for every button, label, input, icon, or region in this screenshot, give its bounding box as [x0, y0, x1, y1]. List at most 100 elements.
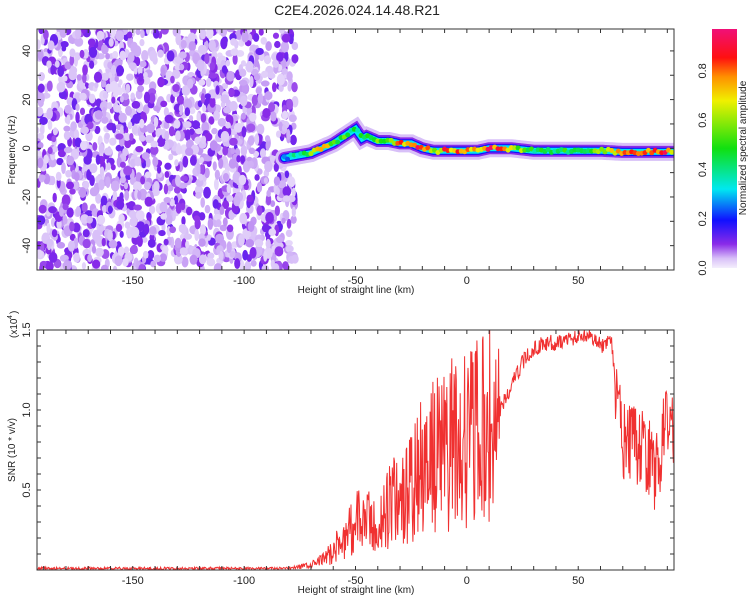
- noise-blob: [37, 106, 44, 117]
- noise-blob: [46, 222, 51, 234]
- noise-blob: [163, 238, 169, 246]
- noise-blob: [116, 199, 125, 210]
- snr-line: [37, 330, 674, 570]
- noise-blob: [112, 190, 118, 202]
- noise-blob: [173, 186, 181, 194]
- noise-blob: [196, 162, 201, 175]
- noise-blob: [82, 238, 91, 249]
- noise-blob: [37, 99, 44, 108]
- noise-blob: [246, 123, 256, 133]
- noise-blob: [37, 150, 43, 158]
- noise-blob: [285, 229, 293, 238]
- noise-blob: [175, 174, 181, 187]
- noise-blob: [66, 155, 75, 166]
- noise-blob: [270, 111, 277, 122]
- noise-blob: [148, 92, 156, 104]
- noise-blob: [87, 254, 93, 263]
- noise-blob: [142, 76, 151, 85]
- noise-blob: [185, 206, 193, 216]
- snr-x-tick-label: 0: [464, 575, 470, 587]
- noise-blob: [100, 195, 108, 208]
- noise-blob: [209, 140, 218, 151]
- noise-blob: [101, 72, 109, 81]
- noise-blob: [280, 41, 290, 53]
- noise-blob: [241, 126, 247, 138]
- noise-blob: [255, 47, 264, 56]
- noise-blob: [58, 75, 63, 84]
- noise-blob: [205, 77, 212, 87]
- noise-blob: [281, 67, 288, 75]
- noise-blob: [249, 246, 257, 259]
- noise-blob: [125, 105, 133, 116]
- noise-blob: [263, 177, 268, 184]
- noise-blob: [220, 131, 230, 143]
- noise-blob: [56, 157, 64, 166]
- noise-blob: [239, 260, 245, 270]
- noise-blob: [260, 80, 270, 87]
- snr-y-tick-label: 0.5: [21, 482, 33, 497]
- noise-blob: [62, 75, 68, 82]
- noise-blob: [75, 111, 80, 124]
- noise-blob: [170, 75, 175, 84]
- noise-blob: [260, 70, 269, 79]
- noise-blob: [247, 160, 254, 169]
- noise-blob: [237, 234, 245, 247]
- noise-blob: [62, 261, 72, 270]
- noise-blob: [285, 245, 294, 253]
- noise-blob: [175, 202, 182, 214]
- noise-blob: [241, 30, 249, 43]
- noise-blob: [150, 260, 157, 268]
- noise-blob: [50, 64, 55, 76]
- noise-blob: [49, 175, 56, 186]
- noise-blob: [141, 152, 150, 160]
- noise-blob: [37, 249, 43, 259]
- noise-blob: [163, 183, 169, 195]
- noise-blob: [148, 205, 156, 214]
- noise-blob: [246, 194, 254, 203]
- spectrogram-y-tick-label: 40: [21, 45, 33, 57]
- noise-blob: [119, 50, 127, 61]
- noise-blob: [38, 72, 45, 82]
- spectrogram-x-tick-label: -50: [348, 275, 364, 287]
- noise-blob: [183, 233, 193, 240]
- noise-blob: [122, 257, 129, 267]
- noise-blob: [117, 246, 125, 256]
- noise-blob: [198, 173, 204, 181]
- noise-blob: [167, 184, 174, 192]
- noise-blob: [108, 37, 114, 47]
- noise-blob: [188, 115, 194, 122]
- noise-blob: [73, 129, 80, 141]
- noise-blob: [226, 224, 234, 233]
- noise-blob: [195, 178, 204, 187]
- noise-blob: [186, 78, 194, 89]
- noise-blob: [81, 262, 87, 270]
- noise-blob: [201, 121, 210, 133]
- noise-blob: [261, 265, 270, 270]
- noise-blob: [247, 135, 255, 146]
- noise-blob: [37, 39, 41, 50]
- noise-blob: [288, 114, 297, 123]
- noise-blob: [48, 157, 57, 168]
- noise-blob: [89, 187, 99, 197]
- noise-blob: [287, 176, 296, 188]
- noise-blob: [139, 60, 147, 68]
- noise-blob: [282, 261, 289, 270]
- noise-blob: [185, 240, 190, 249]
- noise-blob: [286, 71, 293, 82]
- noise-blob: [133, 204, 142, 211]
- noise-blob: [147, 238, 156, 248]
- noise-blob: [264, 91, 273, 101]
- noise-blob: [152, 29, 160, 39]
- noise-blob: [56, 81, 66, 93]
- noise-blob: [197, 44, 207, 55]
- noise-blob: [212, 199, 219, 209]
- noise-blob: [173, 119, 181, 129]
- noise-blob: [95, 154, 101, 165]
- ridge-point: [285, 156, 291, 162]
- noise-blob: [94, 125, 101, 135]
- noise-blob: [46, 60, 52, 68]
- noise-blob: [213, 110, 221, 121]
- noise-blob: [166, 50, 175, 62]
- noise-blob: [87, 38, 96, 47]
- noise-blob: [274, 40, 281, 49]
